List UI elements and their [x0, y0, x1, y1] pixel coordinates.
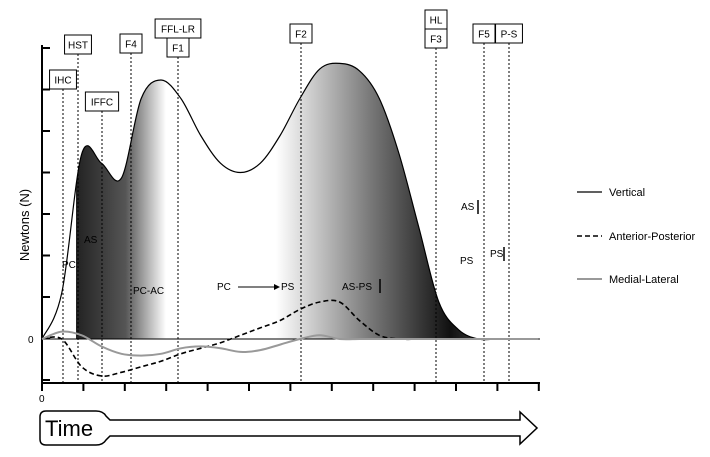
time-arrow: Time — [39, 410, 539, 446]
time-label: Time — [45, 416, 93, 441]
phase-label-as-1: AS — [84, 235, 98, 246]
event-box — [84, 91, 120, 112]
event-label: FFL-LR — [161, 25, 195, 36]
event-label: F4 — [125, 40, 137, 51]
legend-label-vertical: Vertical — [609, 187, 645, 199]
event-label: HL — [430, 16, 443, 27]
event-box — [64, 34, 92, 55]
legend-label-medial-lateral: Medial-Lateral — [609, 274, 679, 286]
legend-label-anterior-posterior: Anterior-Posterior — [609, 231, 696, 243]
x-ticks — [41, 383, 540, 391]
event-box — [49, 69, 77, 90]
phase-label-pc-1: PC — [62, 260, 76, 271]
event-markers: IHC HST IFFC F4 FFL-LR F1 F2 HL F3 F5 P-S — [49, 9, 523, 383]
series-line-medial-lateral — [41, 330, 538, 357]
series-line-vertical — [41, 62, 538, 341]
phase-label-pc-2: PC — [217, 282, 231, 293]
phase-label-pc-ac: PC-AC — [133, 286, 164, 297]
event-box — [166, 37, 190, 58]
phase-label-ps-1: PS — [281, 282, 295, 293]
y-ticks — [42, 47, 50, 381]
event-label: IHC — [54, 76, 71, 87]
event-box — [495, 23, 523, 44]
event-label: HST — [68, 41, 88, 52]
event-box — [424, 28, 448, 49]
event-label: F3 — [430, 35, 442, 46]
phase-label-as-2: AS — [461, 202, 475, 213]
x-zero-label: 0 — [39, 394, 45, 405]
event-label: F5 — [478, 30, 490, 41]
event-box — [472, 23, 496, 44]
phase-label-ps-3: PS — [490, 249, 504, 260]
y-zero-label: 0 — [28, 335, 34, 346]
phase-label-ps-2: PS — [460, 256, 474, 267]
phase-label-as-ps: AS-PS — [342, 282, 372, 293]
time-arrow-shape — [39, 410, 539, 446]
event-box — [119, 33, 143, 54]
pc-to-ps-arrowhead — [274, 284, 280, 290]
legend: Vertical Anterior-Posterior Medial-Later… — [577, 187, 696, 286]
event-box — [289, 23, 313, 44]
event-label: F2 — [295, 30, 307, 41]
y-axis-label: Newtons (N) — [17, 189, 32, 261]
event-label: IFFC — [91, 98, 113, 109]
event-label: P-S — [501, 30, 518, 41]
shading-late — [276, 63, 488, 340]
event-label: F1 — [172, 44, 184, 55]
shading-tail — [488, 63, 528, 340]
